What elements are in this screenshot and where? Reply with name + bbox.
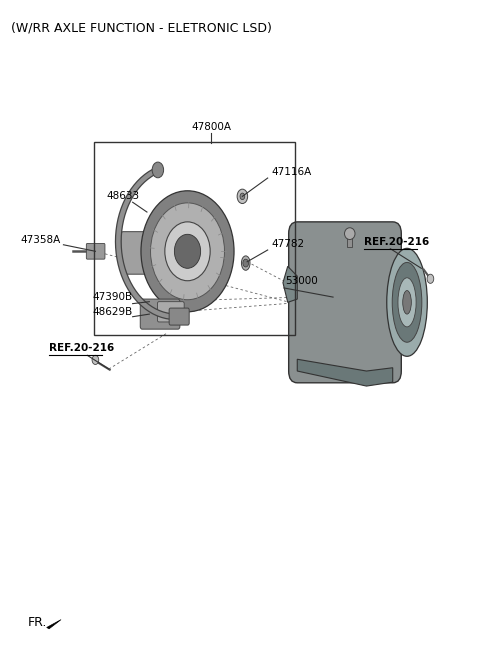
Text: 47782: 47782 — [271, 238, 304, 249]
FancyBboxPatch shape — [169, 308, 189, 325]
Text: 47800A: 47800A — [192, 122, 231, 132]
Ellipse shape — [345, 228, 355, 240]
Text: REF.20-216: REF.20-216 — [364, 237, 429, 247]
Text: 47358A: 47358A — [21, 235, 61, 245]
Circle shape — [152, 162, 164, 178]
Text: 47390B: 47390B — [92, 292, 132, 302]
Ellipse shape — [174, 235, 201, 268]
Ellipse shape — [165, 222, 210, 281]
FancyBboxPatch shape — [86, 244, 105, 259]
Ellipse shape — [141, 191, 234, 312]
Circle shape — [237, 189, 248, 204]
Polygon shape — [297, 359, 393, 386]
Polygon shape — [283, 266, 297, 302]
Text: REF.20-216: REF.20-216 — [49, 344, 114, 353]
Bar — [348, 233, 352, 247]
Circle shape — [427, 274, 434, 283]
Text: 47116A: 47116A — [271, 167, 311, 177]
FancyBboxPatch shape — [157, 302, 184, 322]
Circle shape — [240, 193, 245, 200]
Text: FR.: FR. — [28, 616, 47, 629]
Circle shape — [243, 259, 249, 267]
Text: (W/RR AXLE FUNCTION - ELETRONIC LSD): (W/RR AXLE FUNCTION - ELETRONIC LSD) — [11, 21, 272, 34]
Ellipse shape — [151, 203, 225, 300]
Polygon shape — [47, 620, 61, 629]
FancyBboxPatch shape — [120, 232, 161, 274]
Ellipse shape — [398, 278, 416, 327]
Ellipse shape — [241, 256, 250, 270]
Text: 48629B: 48629B — [92, 307, 132, 317]
Ellipse shape — [392, 262, 422, 342]
Text: 53000: 53000 — [285, 276, 318, 286]
Ellipse shape — [403, 290, 411, 314]
FancyBboxPatch shape — [140, 299, 180, 329]
Text: 48633: 48633 — [107, 191, 140, 201]
Bar — [95, 142, 295, 335]
Circle shape — [92, 355, 99, 365]
Ellipse shape — [387, 248, 427, 356]
FancyBboxPatch shape — [288, 222, 401, 383]
